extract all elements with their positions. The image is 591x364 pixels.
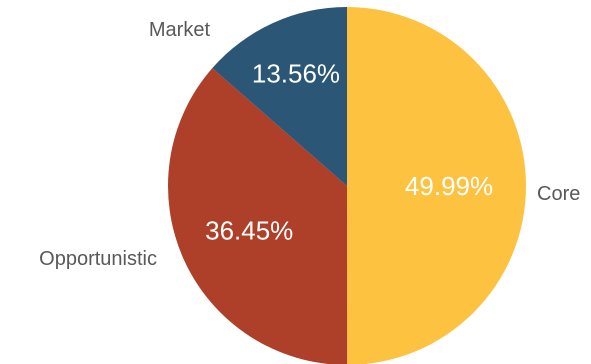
slice-category-label-opportunistic: Opportunistic	[39, 248, 157, 270]
pie-slice-opportunistic	[168, 68, 348, 364]
slice-value-label-core: 49.99%	[405, 171, 493, 201]
pie-labels: 49.99% Core 36.45% Opportunistic 13.56% Marke…	[39, 19, 580, 270]
pie-slice-core	[347, 7, 526, 364]
slice-category-label-core: Core	[537, 183, 580, 205]
slice-value-label-opportunistic: 36.45%	[205, 215, 293, 245]
pie-slices	[168, 7, 526, 364]
slice-category-label-market: Market	[149, 19, 211, 41]
slice-value-label-market: 13.56%	[252, 59, 340, 89]
pie-slice-market	[212, 7, 347, 186]
